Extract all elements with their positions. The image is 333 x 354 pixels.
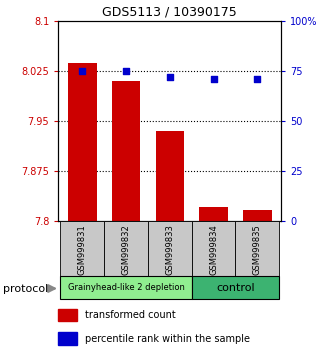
Title: GDS5113 / 10390175: GDS5113 / 10390175 — [103, 6, 237, 19]
Point — [80, 68, 85, 74]
Text: GSM999833: GSM999833 — [165, 224, 174, 275]
Text: GSM999835: GSM999835 — [253, 224, 262, 275]
Text: control: control — [216, 282, 255, 293]
Bar — [68, 63, 97, 221]
Bar — [58, 309, 77, 321]
Text: protocol: protocol — [3, 284, 49, 293]
FancyBboxPatch shape — [235, 221, 279, 278]
Text: Grainyhead-like 2 depletion: Grainyhead-like 2 depletion — [68, 283, 184, 292]
FancyBboxPatch shape — [192, 276, 279, 299]
Text: transformed count: transformed count — [85, 310, 176, 320]
Point — [211, 76, 216, 82]
Bar — [156, 131, 184, 221]
Bar — [58, 332, 77, 345]
Bar — [199, 207, 228, 221]
Point — [255, 76, 260, 82]
Point — [167, 74, 172, 80]
Point — [124, 68, 129, 74]
FancyBboxPatch shape — [61, 221, 104, 278]
FancyBboxPatch shape — [104, 221, 148, 278]
Text: percentile rank within the sample: percentile rank within the sample — [85, 334, 250, 344]
Text: GSM999831: GSM999831 — [78, 224, 87, 275]
Text: GSM999832: GSM999832 — [122, 224, 131, 275]
Bar — [243, 210, 271, 221]
Text: GSM999834: GSM999834 — [209, 224, 218, 275]
FancyBboxPatch shape — [61, 276, 192, 299]
FancyBboxPatch shape — [192, 221, 235, 278]
FancyBboxPatch shape — [148, 221, 192, 278]
Bar — [112, 81, 140, 221]
